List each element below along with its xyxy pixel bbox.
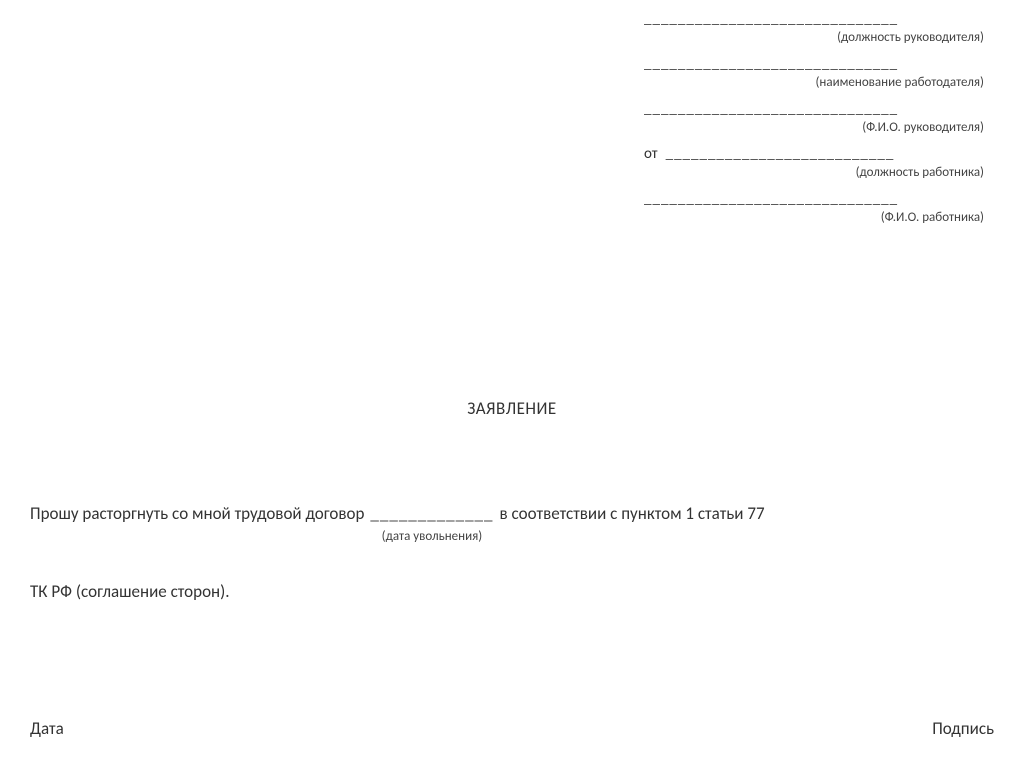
- boss-position-field: ______________________________ (должност…: [644, 10, 984, 45]
- dismissal-date-field: _____________ (дата увольнения): [370, 502, 493, 546]
- employee-fio-field: ______________________________ (Ф.И.О. р…: [644, 190, 984, 225]
- blank-line: ___________________________: [666, 145, 895, 163]
- employer-name-field: ______________________________ (наименов…: [644, 55, 984, 90]
- blank-line: ______________________________: [644, 55, 984, 73]
- document-title: ЗАЯВЛЕНИЕ: [0, 398, 1024, 419]
- blank-line: ______________________________: [644, 100, 984, 118]
- blank-line: ______________________________: [644, 10, 984, 28]
- body-line-2: ТК РФ (соглашение сторон).: [30, 580, 994, 604]
- body-text-after: в соответствии с пунктом 1 статьи 77: [500, 502, 765, 526]
- date-label: Дата: [30, 718, 64, 739]
- boss-fio-field: ______________________________ (Ф.И.О. р…: [644, 100, 984, 135]
- employee-position-hint: (должность работника): [644, 165, 984, 180]
- dismissal-date-hint: (дата увольнения): [382, 528, 483, 546]
- from-label: от: [644, 145, 658, 163]
- addressee-block: ______________________________ (должност…: [644, 10, 984, 235]
- body-line-1: Прошу расторгнуть со мной трудовой догов…: [30, 502, 994, 546]
- blank-underline: _____________: [370, 502, 493, 526]
- application-body: Прошу расторгнуть со мной трудовой догов…: [30, 502, 994, 604]
- employee-position-field: от ___________________________ (должност…: [644, 145, 984, 180]
- signature-label: Подпись: [932, 718, 994, 739]
- employer-name-hint: (наименование работодателя): [644, 75, 984, 90]
- boss-fio-hint: (Ф.И.О. руководителя): [644, 120, 984, 135]
- employee-fio-hint: (Ф.И.О. работника): [644, 210, 984, 225]
- body-text-before: Прошу расторгнуть со мной трудовой догов…: [30, 502, 364, 526]
- blank-line: ______________________________: [644, 190, 984, 208]
- signature-block: Дата Подпись: [30, 718, 994, 739]
- boss-position-hint: (должность руководителя): [644, 30, 984, 45]
